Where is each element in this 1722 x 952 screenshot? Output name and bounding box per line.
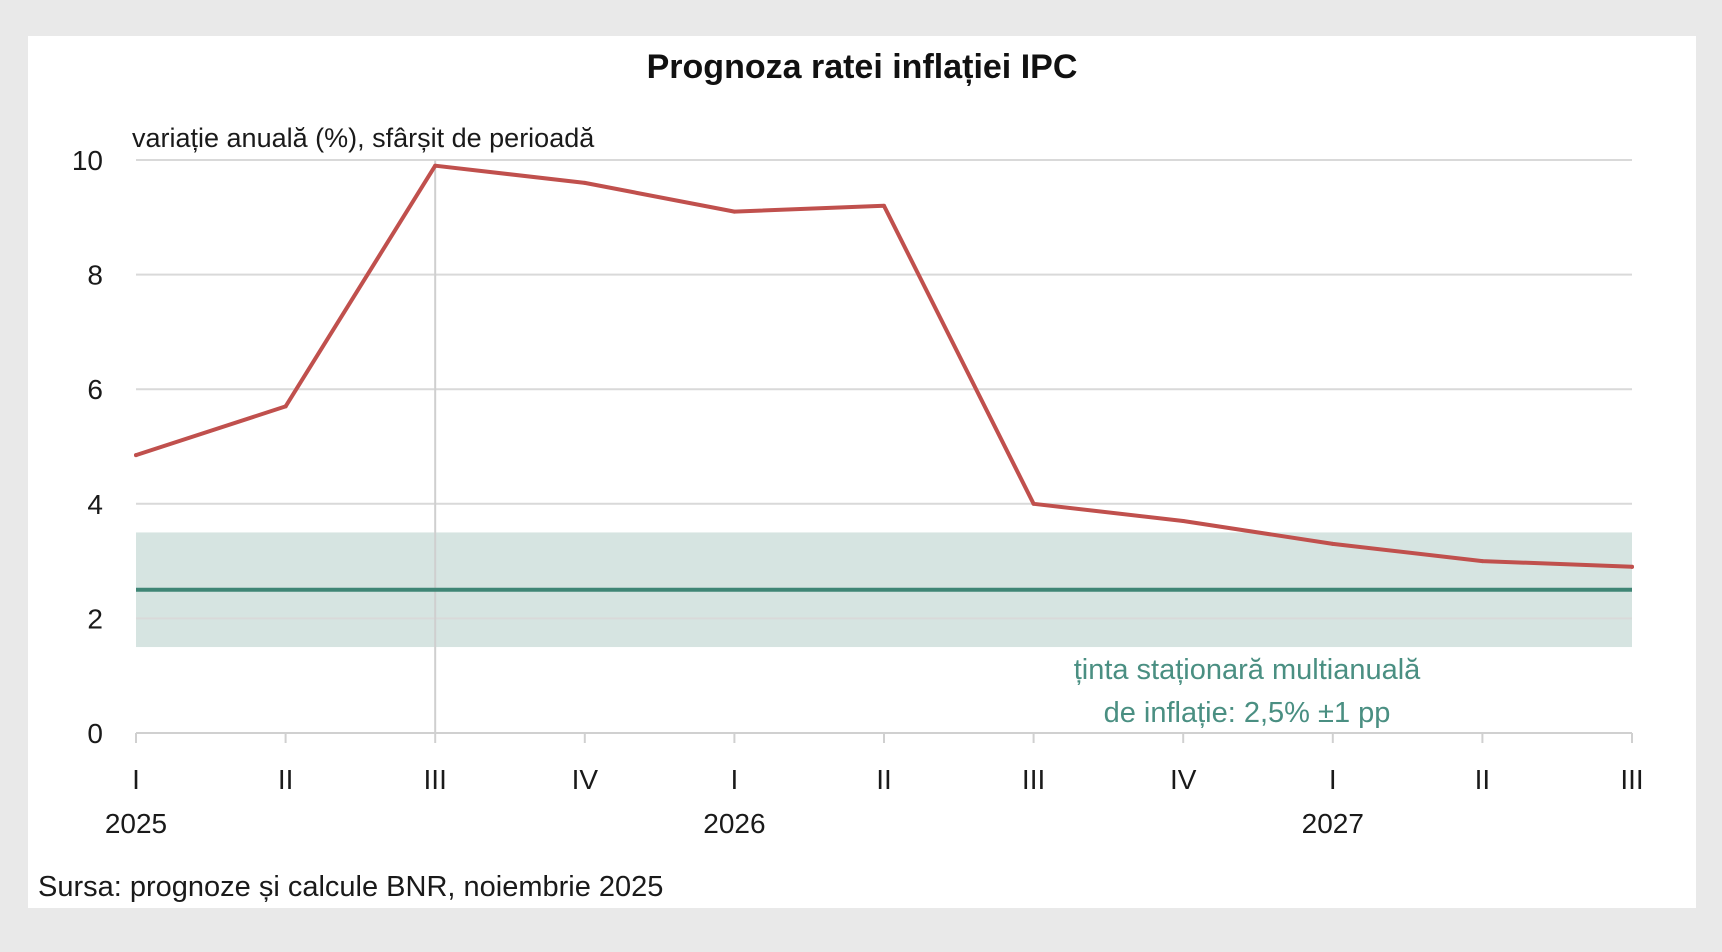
x-tick-label: I [132, 764, 140, 795]
data-point [732, 209, 737, 214]
data-point [1031, 501, 1036, 506]
y-tick-label: 0 [87, 718, 103, 749]
data-point [1330, 541, 1335, 546]
x-tick-labels: I II III IV I II III IV I II III [132, 764, 1644, 795]
series-line [134, 163, 1634, 569]
data-point [582, 180, 587, 185]
x-tick-label: II [278, 764, 294, 795]
x-tick-label: III [424, 764, 447, 795]
y-axis-label: variație anuală (%), sfârșit de perioadă [132, 123, 595, 153]
x-tick-label: III [1022, 764, 1045, 795]
y-tick-labels: 0 2 4 6 8 10 [72, 145, 103, 749]
y-tick-label: 8 [87, 260, 103, 291]
series-layer [134, 163, 1634, 569]
data-point [1480, 559, 1485, 564]
chart-title: Prognoza ratei inflației IPC [647, 48, 1078, 86]
year-labels: 2025 2026 2027 [105, 808, 1364, 839]
x-tick-label: IV [1170, 764, 1197, 795]
data-point [283, 404, 288, 409]
x-tick-label: I [1329, 764, 1337, 795]
data-point [882, 203, 886, 208]
data-point [134, 453, 138, 458]
x-tick-label: II [876, 764, 892, 795]
y-tick-label: 6 [87, 374, 103, 405]
x-tick-label: III [1620, 764, 1643, 795]
source-note: Sursa: prognoze și calcule BNR, noiembri… [38, 871, 663, 903]
x-tick-label: I [731, 764, 739, 795]
data-point [433, 163, 438, 168]
year-label: 2026 [703, 808, 765, 839]
x-tick-label: IV [572, 764, 599, 795]
data-point [1181, 518, 1186, 523]
data-point [1630, 564, 1634, 569]
chart-frame [28, 36, 1696, 908]
year-label: 2025 [105, 808, 167, 839]
x-tick-label: II [1475, 764, 1491, 795]
target-band-label-line1: ținta staționară multianuală [1074, 654, 1421, 686]
y-tick-label: 4 [87, 489, 103, 520]
gridlines [136, 159, 1632, 620]
target-band-label-line2: de inflație: 2,5% ±1 pp [1104, 697, 1391, 729]
x-axis [135, 732, 1633, 743]
y-tick-label: 10 [72, 145, 103, 176]
y-tick-label: 2 [87, 603, 103, 634]
year-label: 2027 [1302, 808, 1364, 839]
